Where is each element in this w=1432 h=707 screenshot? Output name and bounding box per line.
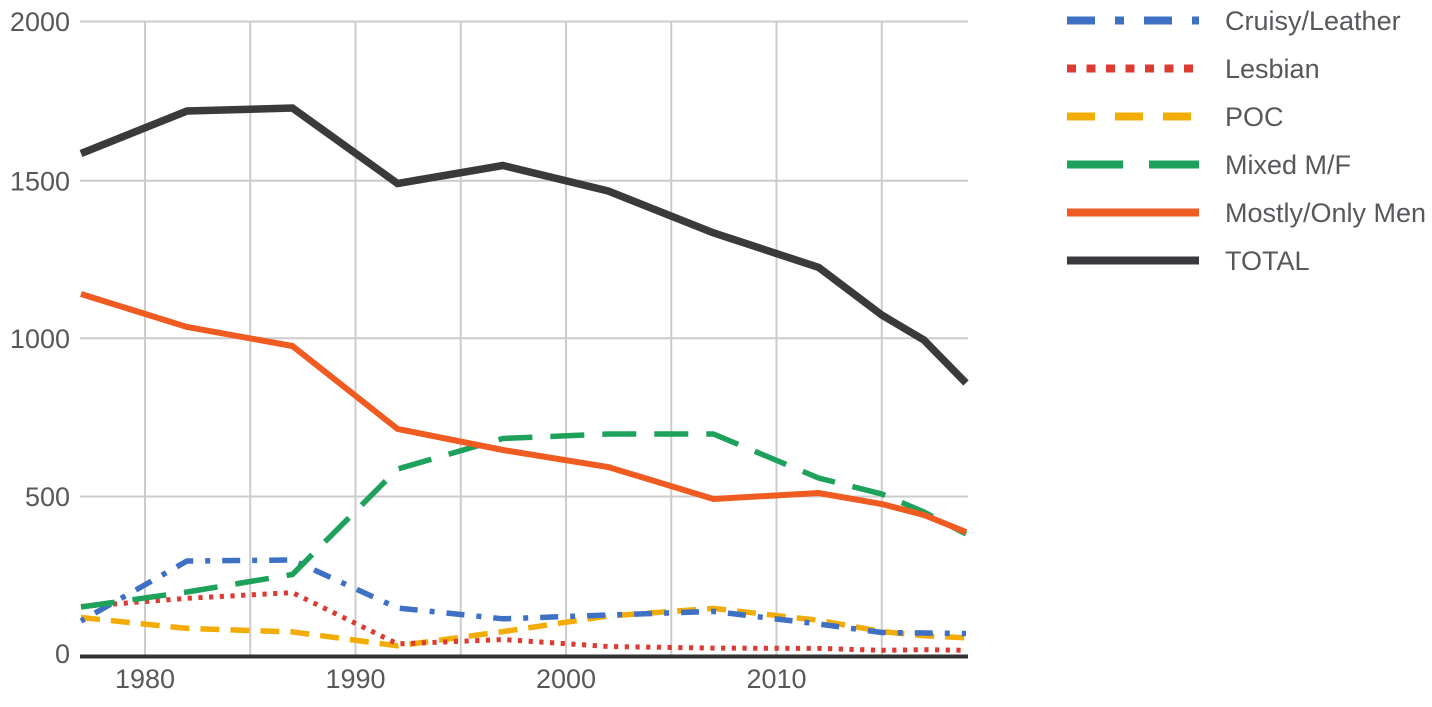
svg-text:2000: 2000: [536, 664, 596, 694]
svg-text:1500: 1500: [10, 166, 70, 196]
svg-text:1980: 1980: [115, 664, 175, 694]
svg-text:Cruisy/Leather: Cruisy/Leather: [1225, 6, 1401, 36]
svg-text:Lesbian: Lesbian: [1225, 54, 1320, 84]
svg-text:Mostly/Only Men: Mostly/Only Men: [1225, 198, 1426, 228]
svg-text:2000: 2000: [10, 7, 70, 37]
svg-text:Mixed M/F: Mixed M/F: [1225, 150, 1351, 180]
svg-text:1000: 1000: [10, 324, 70, 354]
svg-text:500: 500: [25, 482, 70, 512]
svg-text:0: 0: [55, 639, 70, 669]
svg-text:1990: 1990: [325, 664, 385, 694]
svg-text:TOTAL: TOTAL: [1225, 246, 1310, 276]
svg-text:2010: 2010: [746, 664, 806, 694]
svg-text:POC: POC: [1225, 102, 1284, 132]
